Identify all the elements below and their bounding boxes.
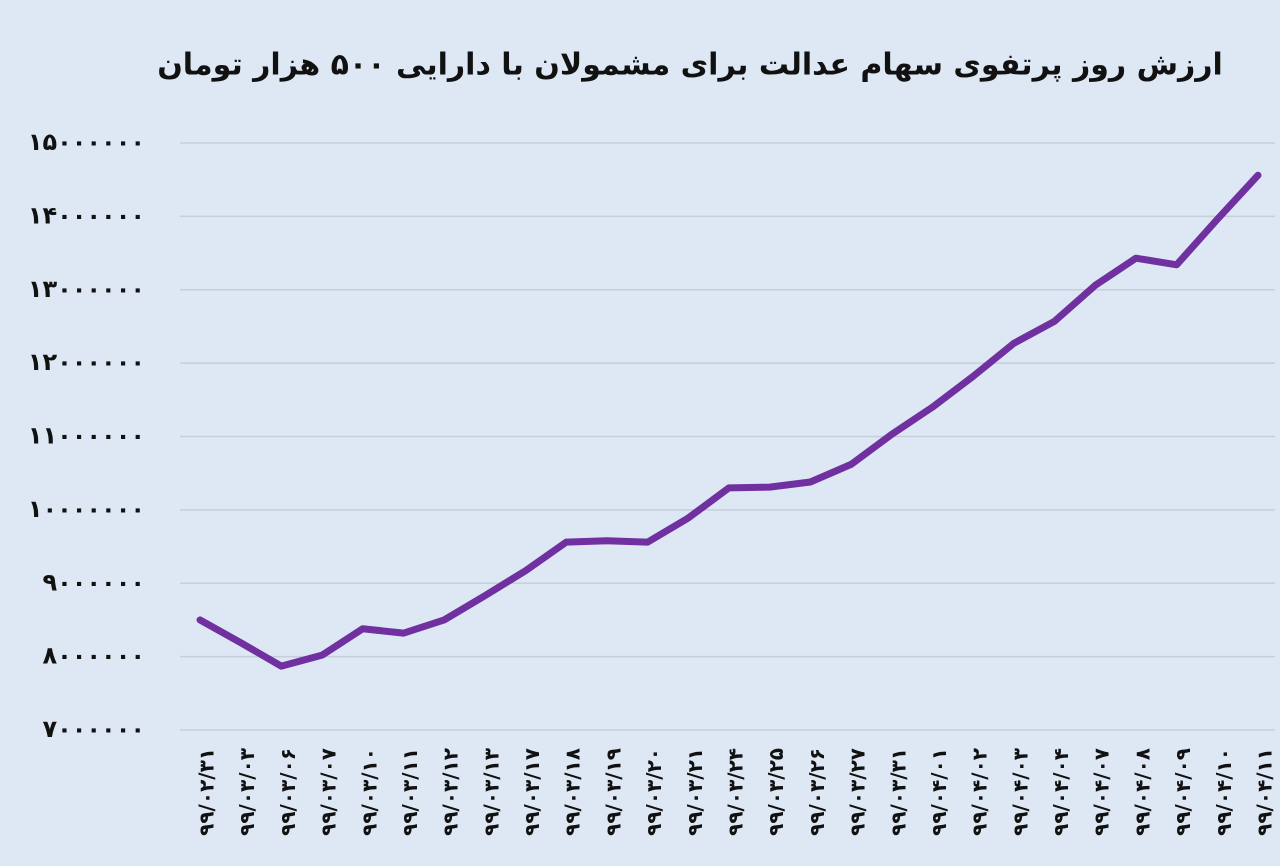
x-tick-label: ۹۹/۰۴/۰۷ [1090, 748, 1114, 836]
x-tick-label: ۹۹/۰۳/۲۴ [724, 748, 748, 836]
x-tick-label: ۹۹/۰۴/۰۲ [968, 748, 992, 836]
y-tick-label: ۸۰۰۰۰۰۰ [42, 642, 145, 670]
x-tick-label: ۹۹/۰۳/۲۷ [846, 748, 870, 836]
x-tick-label: ۹۹/۰۳/۱۸ [561, 748, 585, 836]
x-tick-label: ۹۹/۰۳/۱۷ [520, 748, 544, 836]
x-tick-label: ۹۹/۰۳/۱۱ [398, 748, 422, 836]
x-tick-label: ۹۹/۰۳/۲۵ [764, 748, 788, 836]
x-tick-label: ۹۹/۰۴/۰۹ [1171, 748, 1195, 836]
y-tick-label: ۱۲۰۰۰۰۰۰ [28, 348, 145, 376]
y-tick-label: ۱۳۰۰۰۰۰۰ [28, 275, 145, 303]
x-tick-label: ۹۹/۰۳/۰۷ [317, 748, 341, 836]
x-tick-label: ۹۹/۰۳/۱۰ [357, 748, 381, 836]
x-tick-label: ۹۹/۰۳/۰۶ [276, 748, 300, 836]
x-tick-label: ۹۹/۰۴/۰۱ [927, 748, 951, 836]
x-tick-label: ۹۹/۰۲/۳۱ [195, 748, 219, 836]
x-tick-label: ۹۹/۰۳/۱۹ [601, 748, 625, 836]
chart-title: ارزش روز پرتفوی سهام عدالت برای مشمولان … [157, 48, 1223, 83]
x-tick-label: ۹۹/۰۴/۰۴ [1049, 748, 1073, 836]
y-tick-label: ۱۵۰۰۰۰۰۰ [28, 128, 145, 156]
x-tick-label: ۹۹/۰۴/۱۰ [1212, 748, 1236, 836]
x-tick-label: ۹۹/۰۳/۲۱ [683, 748, 707, 836]
y-tick-label: ۷۰۰۰۰۰۰ [42, 715, 145, 743]
x-tick-label: ۹۹/۰۳/۱۲ [439, 748, 463, 836]
y-tick-label: ۱۰۰۰۰۰۰۰ [28, 495, 145, 523]
x-tick-label: ۹۹/۰۴/۰۳ [1008, 748, 1032, 836]
x-tick-label: ۹۹/۰۳/۲۰ [642, 748, 666, 836]
x-tick-label: ۹۹/۰۳/۳۱ [886, 748, 910, 836]
line [196, 171, 1262, 670]
x-tick-label: ۹۹/۰۳/۱۳ [479, 748, 503, 836]
y-tick-label: ۱۱۰۰۰۰۰۰ [28, 422, 145, 450]
x-tick-label: ۹۹/۰۳/۲۶ [805, 748, 829, 836]
y-tick-label: ۱۴۰۰۰۰۰۰ [28, 201, 145, 229]
y-tick-label: ۹۰۰۰۰۰۰ [42, 568, 145, 596]
x-tick-label: ۹۹/۰۴/۰۸ [1130, 748, 1154, 836]
x-tick-label: ۹۹/۰۳/۰۳ [235, 748, 259, 836]
x-tick-label: ۹۹/۰۴/۱۱ [1253, 748, 1277, 836]
